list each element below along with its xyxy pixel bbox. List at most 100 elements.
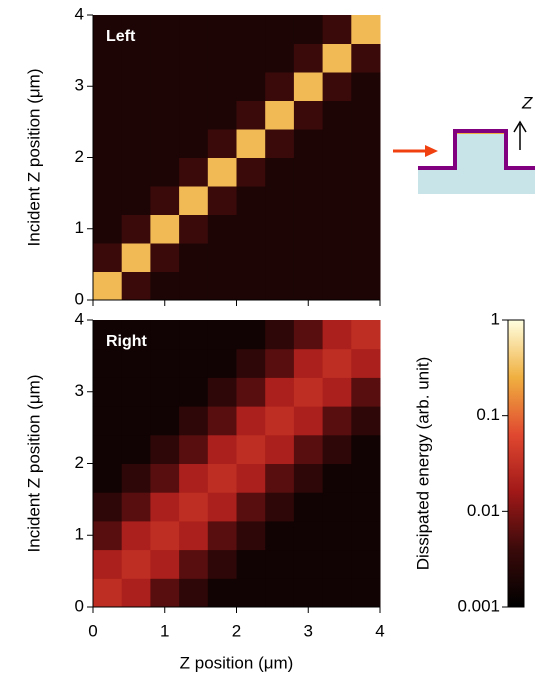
heatmap-cell [179, 44, 208, 73]
heatmap-cell [93, 435, 122, 464]
heatmap-cell [208, 158, 237, 187]
heatmap-cell [265, 129, 294, 158]
heatmap-cell [265, 492, 294, 521]
heatmap-cell [150, 320, 179, 349]
heatmap-cell [237, 129, 266, 158]
heatmap-cell [150, 550, 179, 579]
colorbar-tick-label: 1 [491, 309, 500, 328]
heatmap-cell [237, 320, 266, 349]
heatmap-cell [93, 521, 122, 550]
heatmap-cell [93, 243, 122, 272]
heatmap-cell [93, 578, 122, 607]
heatmap-cell [265, 15, 294, 44]
ridge [455, 131, 506, 169]
heatmap-cell [237, 349, 266, 378]
heatmap-cell [323, 44, 352, 73]
y-tick-label: 3 [75, 76, 84, 95]
heatmap-cell [93, 550, 122, 579]
heatmap-cell [294, 272, 323, 301]
inset-schematic: Z [393, 93, 535, 194]
heatmap-cell [237, 464, 266, 493]
heatmap-cell [179, 435, 208, 464]
heatmap-cell [351, 15, 380, 44]
heatmap-cell [208, 578, 237, 607]
heatmap-cell [265, 349, 294, 378]
heatmap-cell [351, 320, 380, 349]
heatmap-cell [351, 243, 380, 272]
heatmap-cell [93, 186, 122, 215]
heatmap-cell [179, 243, 208, 272]
heatmap-cell [93, 406, 122, 435]
heatmap-cell [265, 464, 294, 493]
heatmap-cell [208, 15, 237, 44]
heatmap-cell [265, 550, 294, 579]
heatmap-cell [237, 158, 266, 187]
heatmap-cell [150, 272, 179, 301]
z-label: Z [521, 93, 533, 112]
heatmap-cell [93, 492, 122, 521]
heatmap-cell [294, 44, 323, 73]
heatmap-cell [122, 550, 151, 579]
heatmap-cell [294, 243, 323, 272]
heatmap-cell [122, 578, 151, 607]
heatmap-cell [150, 377, 179, 406]
y-tick-label: 1 [75, 525, 84, 544]
heatmap-cell [208, 464, 237, 493]
heatmap-cell [237, 44, 266, 73]
y-tick-label: 1 [75, 218, 84, 237]
heatmap-cell [122, 243, 151, 272]
y-tick-label: 4 [75, 4, 84, 23]
heatmap-cell [122, 186, 151, 215]
heatmap-cell [294, 464, 323, 493]
x-tick-label: 1 [160, 621, 169, 640]
heatmap-cell [265, 272, 294, 301]
heatmap-cell [265, 101, 294, 130]
heatmap-cell [323, 492, 352, 521]
y-tick-label: 2 [75, 147, 84, 166]
heatmap-cell [122, 349, 151, 378]
heatmap-cell [323, 550, 352, 579]
heatmap-cell [265, 435, 294, 464]
heatmap-cell [351, 435, 380, 464]
heatmap-cell [294, 435, 323, 464]
heatmap-cell [179, 272, 208, 301]
heatmap-cell [351, 44, 380, 73]
heatmap-cell [323, 129, 352, 158]
heatmap-cell [294, 15, 323, 44]
heatmap-cell [179, 464, 208, 493]
colorbar-label: Dissipated energy (arb. unit) [413, 357, 432, 571]
heatmap-cell [179, 15, 208, 44]
heatmap-cell [208, 320, 237, 349]
heatmap-cell [351, 406, 380, 435]
heatmap-cell [150, 215, 179, 244]
heatmap-cell [294, 377, 323, 406]
heatmap-cell [323, 215, 352, 244]
heatmap-cell [179, 349, 208, 378]
heatmap-cell [208, 44, 237, 73]
heatmap-cell [294, 72, 323, 101]
heatmap-cell [323, 464, 352, 493]
heatmap-cell [351, 129, 380, 158]
heatmap-cell [179, 550, 208, 579]
heatmap-cell [323, 320, 352, 349]
x-tick-label: 3 [304, 621, 313, 640]
heatmap-cell [179, 215, 208, 244]
heatmap-cell [93, 158, 122, 187]
x-tick-label: 0 [88, 621, 97, 640]
heatmap-cell [294, 215, 323, 244]
heatmap-cell [294, 550, 323, 579]
heatmap-cell [150, 158, 179, 187]
heatmap-cell [351, 464, 380, 493]
heatmap-cell [265, 578, 294, 607]
heatmap-cell [150, 186, 179, 215]
heatmap-cell [93, 215, 122, 244]
heatmap-cell [179, 492, 208, 521]
heatmap-cell [150, 101, 179, 130]
heatmap-cell [208, 72, 237, 101]
heatmap-cell [351, 72, 380, 101]
substrate [418, 168, 535, 194]
heatmap-cell [208, 129, 237, 158]
heatmap-cell [208, 215, 237, 244]
heatmap-cell [208, 492, 237, 521]
heatmap-cell [237, 272, 266, 301]
